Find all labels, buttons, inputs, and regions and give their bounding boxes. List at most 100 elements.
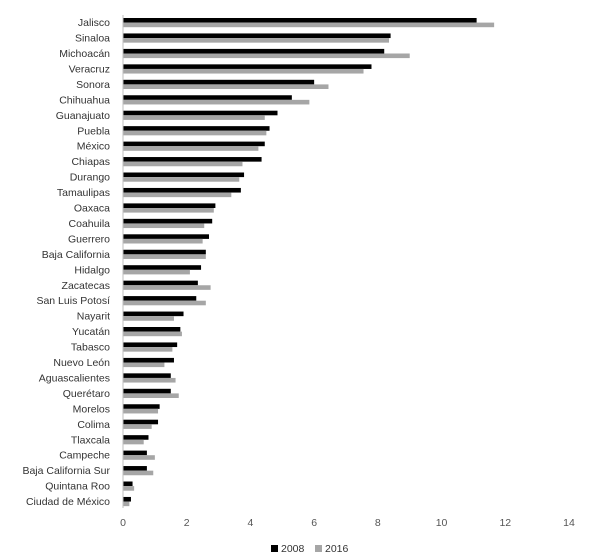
bar-2016-10: [123, 177, 240, 182]
category-label: Campeche: [59, 450, 110, 462]
category-label: Tabasco: [71, 342, 110, 354]
bar-2008-25: [123, 404, 160, 409]
bar-2008-22: [123, 357, 174, 363]
bar-2008-21: [123, 342, 178, 348]
category-label: Sonora: [76, 79, 110, 91]
bar-2008-8: [123, 141, 265, 147]
bar-2008-4: [123, 79, 315, 85]
bar-2016-23: [123, 377, 176, 383]
bar-2016-12: [123, 208, 214, 213]
bar-2008-3: [123, 64, 372, 69]
category-label: Ciudad de México: [26, 496, 110, 508]
category-label: Michoacán: [59, 48, 110, 60]
bar-2008-27: [123, 435, 149, 440]
bar-2008-13: [123, 218, 213, 224]
category-label: Hidalgo: [74, 264, 110, 276]
bar-2016-13: [123, 223, 205, 229]
bar-2016-17: [123, 285, 211, 290]
category-label: Jalisco: [78, 17, 110, 29]
category-label: Zacatecas: [62, 280, 110, 292]
bar-2008-7: [123, 126, 270, 131]
bar-2008-12: [123, 203, 216, 208]
bar-2016-2: [123, 53, 410, 59]
x-tick-label: 8: [375, 517, 381, 529]
bar-2016-26: [123, 424, 152, 429]
bar-2016-5: [123, 99, 310, 105]
x-tick-label: 0: [120, 517, 126, 529]
bar-2016-31: [123, 501, 130, 507]
legend-label-2008: 2008: [281, 543, 305, 555]
bar-2008-26: [123, 419, 159, 425]
category-label: Baja California: [42, 249, 110, 261]
legend-swatch-2008: [271, 545, 278, 552]
bar-2016-7: [123, 130, 267, 136]
category-label: Nuevo León: [53, 357, 110, 369]
category-label: Tlaxcala: [71, 434, 110, 446]
category-label: Chiapas: [71, 156, 110, 168]
bar-2016-11: [123, 192, 232, 198]
bar-2016-15: [123, 254, 206, 259]
category-labels: Jalisco Sinaloa Michoacán Veracruz Sonora Chi…: [22, 17, 110, 508]
bar-2008-31: [123, 496, 131, 502]
category-label: Aguascalientes: [39, 372, 110, 384]
category-label: Colima: [77, 419, 110, 431]
category-label: Durango: [70, 172, 110, 184]
bar-2016-1: [123, 38, 390, 43]
bar-2008-6: [123, 110, 278, 116]
category-label: Veracruz: [69, 63, 110, 75]
category-label: Guanajuato: [56, 110, 110, 122]
bar-2016-19: [123, 316, 174, 321]
bar-2016-18: [123, 300, 206, 306]
bar-2016-4: [123, 84, 329, 89]
legend-swatch-2016: [315, 545, 322, 552]
bar-2016-16: [123, 269, 190, 275]
bar-2016-30: [123, 486, 135, 491]
x-axis-ticks: 0 2 4 6 8 10 12 14: [120, 517, 575, 529]
category-label: Guerrero: [68, 233, 110, 245]
bar-2016-29: [123, 470, 154, 476]
bar-2008-15: [123, 249, 206, 255]
bars-group: [123, 18, 495, 507]
category-label: San Luis Potosí: [36, 295, 110, 307]
x-tick-label: 14: [563, 517, 575, 529]
x-tick-label: 4: [248, 517, 254, 529]
bar-2016-3: [123, 68, 364, 74]
category-label: México: [77, 141, 110, 153]
bar-2008-24: [123, 388, 171, 394]
bar-2016-27: [123, 439, 144, 445]
category-label: Quintana Roo: [45, 481, 110, 493]
bar-2008-28: [123, 450, 147, 456]
bar-2008-19: [123, 311, 184, 317]
category-label: Morelos: [73, 403, 110, 415]
bar-2008-1: [123, 33, 391, 39]
bar-2008-16: [123, 265, 202, 270]
bar-2016-25: [123, 408, 159, 414]
bar-2008-2: [123, 48, 385, 54]
bar-2008-30: [123, 481, 133, 487]
category-label: Oaxaca: [74, 203, 110, 215]
category-label: Nayarit: [77, 311, 110, 323]
category-label: Puebla: [77, 125, 110, 137]
bar-2008-18: [123, 296, 197, 301]
bar-2016-0: [123, 22, 495, 28]
bar-2016-9: [123, 161, 243, 167]
bar-2016-28: [123, 455, 155, 460]
x-tick-label: 2: [184, 517, 190, 529]
bar-2008-10: [123, 172, 245, 178]
bar-2008-20: [123, 327, 181, 332]
bar-2016-21: [123, 347, 173, 352]
bar-2016-24: [123, 393, 179, 398]
x-tick-label: 6: [311, 517, 317, 529]
bar-2016-22: [123, 362, 165, 368]
bar-2016-8: [123, 146, 259, 151]
legend-label-2016: 2016: [325, 543, 349, 555]
bar-2008-14: [123, 234, 210, 239]
bar-2008-9: [123, 157, 262, 162]
bar-2008-11: [123, 187, 241, 193]
bar-2008-5: [123, 95, 292, 100]
category-label: Sinaloa: [75, 33, 110, 45]
category-label: Querétaro: [63, 388, 110, 400]
bar-2008-29: [123, 466, 147, 471]
category-label: Chihuahua: [59, 94, 110, 106]
